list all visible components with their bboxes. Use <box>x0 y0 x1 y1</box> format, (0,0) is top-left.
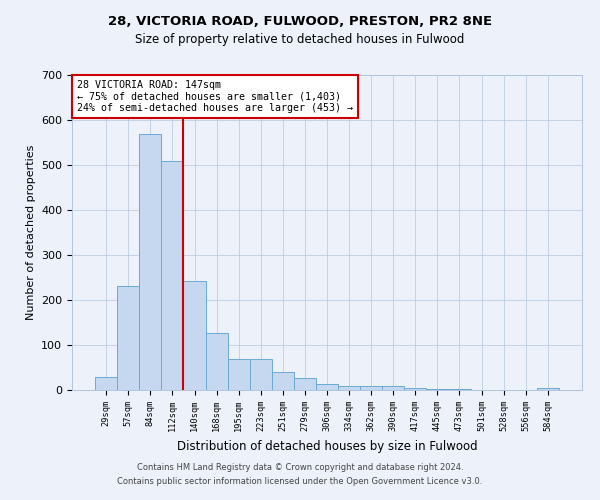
Bar <box>139 134 161 390</box>
X-axis label: Distribution of detached houses by size in Fulwood: Distribution of detached houses by size … <box>176 440 478 452</box>
Y-axis label: Number of detached properties: Number of detached properties <box>26 145 35 320</box>
Bar <box>316 384 338 390</box>
Bar <box>382 386 404 390</box>
Bar <box>338 386 360 390</box>
Bar <box>427 388 448 390</box>
Bar <box>206 333 227 390</box>
Bar <box>360 386 382 390</box>
Bar <box>95 378 117 390</box>
Text: Size of property relative to detached houses in Fulwood: Size of property relative to detached ho… <box>136 32 464 46</box>
Bar <box>117 286 139 390</box>
Bar <box>250 360 272 390</box>
Bar <box>537 388 559 390</box>
Bar <box>161 160 184 390</box>
Bar <box>404 388 427 390</box>
Bar <box>294 378 316 390</box>
Text: Contains public sector information licensed under the Open Government Licence v3: Contains public sector information licen… <box>118 477 482 486</box>
Bar <box>448 389 470 390</box>
Bar <box>227 360 250 390</box>
Text: 28, VICTORIA ROAD, FULWOOD, PRESTON, PR2 8NE: 28, VICTORIA ROAD, FULWOOD, PRESTON, PR2… <box>108 15 492 28</box>
Text: Contains HM Land Registry data © Crown copyright and database right 2024.: Contains HM Land Registry data © Crown c… <box>137 464 463 472</box>
Bar <box>272 372 294 390</box>
Text: 28 VICTORIA ROAD: 147sqm
← 75% of detached houses are smaller (1,403)
24% of sem: 28 VICTORIA ROAD: 147sqm ← 75% of detach… <box>77 80 353 113</box>
Bar <box>184 281 206 390</box>
